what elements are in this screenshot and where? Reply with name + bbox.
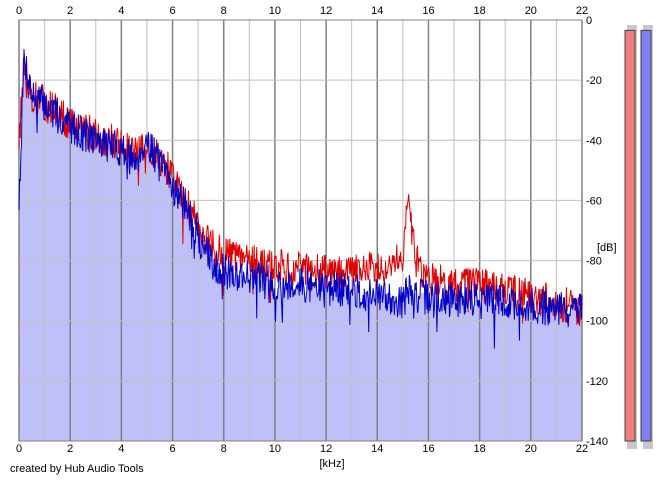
x-tick-label-top: 16	[422, 5, 434, 17]
x-tick-label-top: 2	[67, 5, 73, 17]
y-axis-label: [dB]	[597, 242, 617, 254]
x-tick-label-top: 22	[576, 5, 588, 17]
spectrum-fill	[19, 55, 582, 442]
spectrum-series	[18, 49, 583, 349]
x-tick-label-top: 20	[525, 5, 537, 17]
x-tick-label-bottom: 22	[576, 443, 588, 455]
y-tick-label: -80	[586, 256, 602, 268]
x-tick-label-top: 14	[371, 5, 383, 17]
x-tick-label-bottom: 10	[269, 443, 281, 455]
x-tick-label-bottom: 14	[371, 443, 383, 455]
plot-border	[18, 19, 583, 442]
x-tick-label-bottom: 18	[474, 443, 486, 455]
y-tick-label: -100	[586, 316, 608, 328]
meter-right-channel	[640, 29, 652, 442]
y-tick-label: -20	[586, 75, 602, 87]
level-meters	[624, 25, 653, 449]
x-axis-label: [kHz]	[319, 458, 344, 470]
x-tick-label-bottom: 6	[169, 443, 175, 455]
y-tick-labels: 0 -20 -40 -60 -80 -100 -120 -140	[586, 15, 608, 448]
x-tick-label-bottom: 12	[320, 443, 332, 455]
x-tick-label-top: 8	[221, 5, 227, 17]
x-tick-label-bottom: 2	[67, 443, 73, 455]
series-right-channel	[18, 49, 583, 349]
y-tick-label: -120	[586, 376, 608, 388]
x-tick-label-top: 6	[169, 5, 175, 17]
x-tick-label-bottom: 4	[118, 443, 124, 455]
x-tick-label-bottom: 8	[221, 443, 227, 455]
x-tick-label-bottom: 0	[16, 443, 22, 455]
x-tick-label-top: 18	[474, 5, 486, 17]
x-tick-label-bottom: 20	[525, 443, 537, 455]
y-tick-label: -60	[586, 195, 602, 207]
x-tick-label-top: 4	[118, 5, 124, 17]
credit-text: created by Hub Audio Tools	[10, 463, 144, 475]
x-tick-label-bottom: 16	[422, 443, 434, 455]
x-tick-label-top: 10	[269, 5, 281, 17]
y-tick-label: 0	[586, 15, 592, 27]
y-tick-label: -140	[586, 436, 608, 448]
meter-left-channel	[624, 29, 636, 442]
x-tick-label-top: 0	[16, 5, 22, 17]
x-tick-label-top: 12	[320, 5, 332, 17]
y-tick-label: -40	[586, 135, 602, 147]
